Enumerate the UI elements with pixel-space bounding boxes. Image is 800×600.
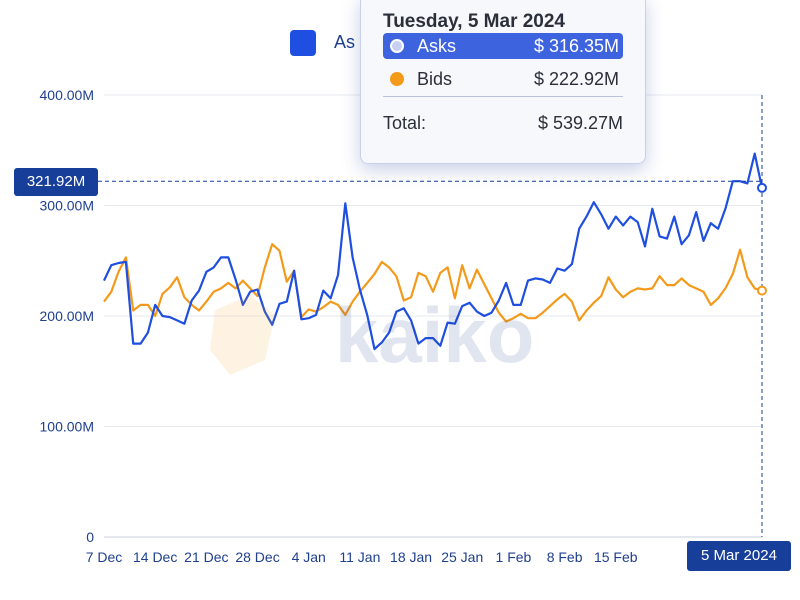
series-line-bids[interactable] [103, 243, 763, 323]
kaiko-watermark-logo: kaiko [210, 291, 534, 379]
y-tick-label: 0 [86, 529, 94, 545]
bids-dot-icon [390, 72, 404, 86]
y-tick-label: 200.00M [40, 308, 94, 324]
crosshair [98, 95, 767, 537]
x-axis-ticks: 7 Dec 14 Dec 21 Dec 28 Dec 4 Jan 11 Jan 18 Jan… [86, 549, 638, 565]
x-tick-label: 11 Jan [339, 549, 380, 565]
crosshair-x-label: 5 Mar 2024 [687, 541, 791, 571]
x-tick-label: 25 Jan [441, 549, 483, 565]
y-axis-ticks: 0 100.00M 200.00M 300.00M 400.00M [40, 87, 95, 545]
x-tick-label: 15 Feb [594, 549, 638, 565]
tooltip: Tuesday, 5 Mar 2024 Asks $ 316.35M Bids … [360, 0, 646, 164]
tooltip-bids-name: Bids [417, 69, 453, 89]
series-lines [103, 152, 764, 351]
tooltip-date: Tuesday, 5 Mar 2024 [383, 11, 566, 32]
crosshair-y-label: 321.92M [14, 168, 98, 196]
y-tick-label: 100.00M [40, 419, 94, 435]
legend-asks-label[interactable]: As [334, 32, 356, 52]
x-tick-label: 4 Jan [292, 549, 326, 565]
x-tick-label: 18 Jan [390, 549, 432, 565]
x-tick-label: 14 Dec [133, 549, 177, 565]
tooltip-divider [383, 96, 623, 97]
series-line-asks[interactable] [103, 152, 764, 351]
y-tick-label: 300.00M [40, 198, 94, 214]
x-tick-label: 7 Dec [86, 549, 123, 565]
y-tick-label: 400.00M [40, 87, 94, 103]
bids-hover-marker [757, 285, 767, 296]
svg-text:kaiko: kaiko [335, 291, 534, 379]
x-tick-label: 1 Feb [496, 549, 532, 565]
tooltip-bids-value: $ 222.92M [533, 69, 619, 89]
asks-hover-marker [757, 182, 767, 193]
tooltip-total-label: Total: [383, 113, 427, 133]
tooltip-row-bids: Bids $ 222.92M [383, 66, 623, 92]
x-tick-label: 8 Feb [547, 549, 583, 565]
legend-asks-swatch[interactable] [290, 30, 316, 56]
tooltip-asks-value: $ 316.35M [533, 36, 619, 56]
tooltip-total-value: $ 539.27M [537, 113, 623, 133]
x-tick-label: 28 Dec [235, 549, 279, 565]
asks-dot-icon [390, 39, 404, 53]
tooltip-asks-name: Asks [417, 36, 457, 56]
x-tick-label: 21 Dec [184, 549, 228, 565]
tooltip-row-asks: Asks $ 316.35M [383, 33, 623, 59]
